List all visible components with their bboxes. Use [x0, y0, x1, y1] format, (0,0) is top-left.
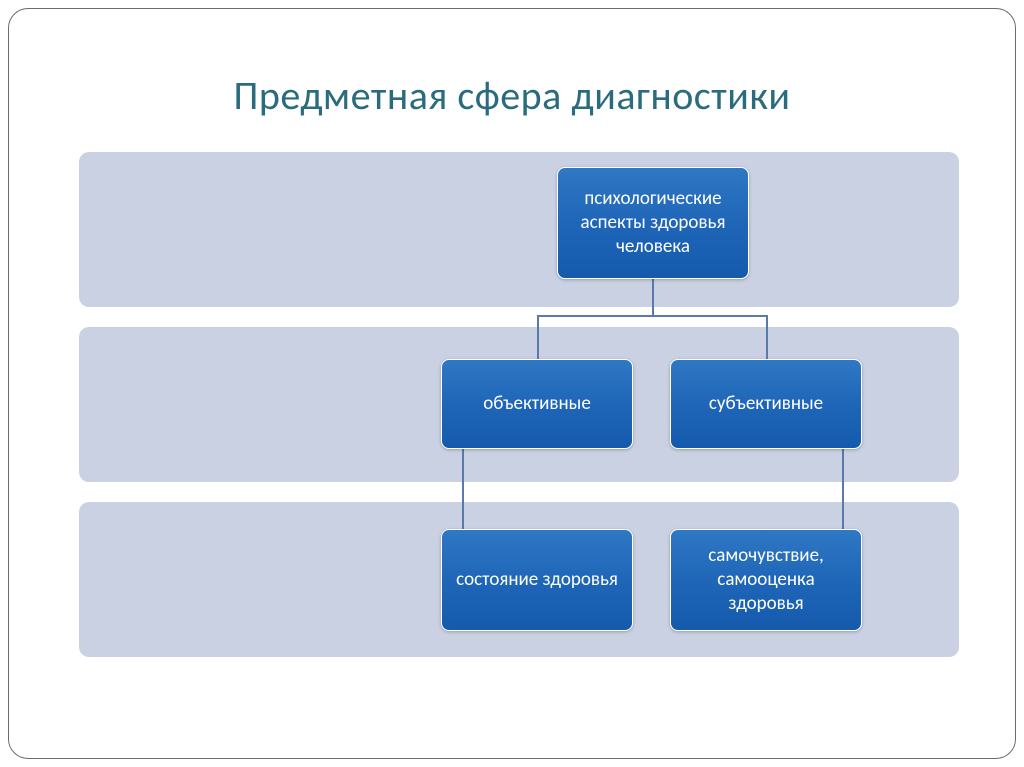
node-label: самочувствие, самооценка здоровья — [681, 544, 851, 615]
node-root: психологические аспекты здоровья человек… — [557, 167, 749, 279]
node-left2: состояние здоровья — [441, 529, 633, 631]
connector — [537, 315, 768, 317]
slide-title: Предметная сфера диагностики — [9, 71, 1015, 120]
node-left1: объективные — [441, 359, 633, 449]
node-label: состояние здоровья — [456, 568, 618, 592]
node-label: субъективные — [709, 392, 823, 416]
slide-frame: Предметная сфера диагностики психологиче… — [8, 8, 1016, 759]
connector — [766, 315, 768, 359]
connector — [462, 449, 464, 529]
node-right2: самочувствие, самооценка здоровья — [670, 529, 862, 631]
band — [79, 152, 959, 307]
connector — [842, 449, 844, 529]
connector — [537, 315, 539, 359]
node-right1: субъективные — [670, 359, 862, 449]
node-label: объективные — [483, 392, 591, 416]
node-label: психологические аспекты здоровья человек… — [568, 187, 738, 258]
connector — [652, 279, 654, 317]
